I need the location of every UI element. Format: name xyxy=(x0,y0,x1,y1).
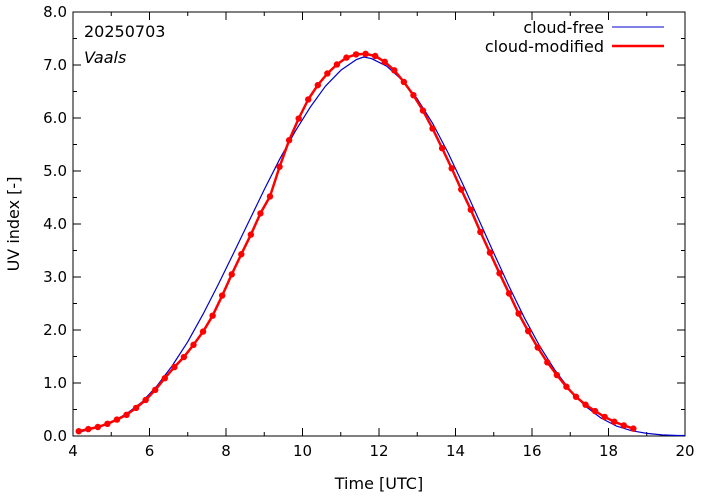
data-point-cloud-modified xyxy=(94,423,102,431)
data-point-cloud-modified xyxy=(410,92,417,99)
x-tick-label: 6 xyxy=(145,442,155,460)
data-point-cloud-modified xyxy=(85,425,92,433)
data-point-cloud-modified xyxy=(75,428,82,435)
data-point-cloud-modified xyxy=(534,344,541,351)
data-point-cloud-modified xyxy=(544,359,551,366)
data-point-cloud-modified xyxy=(553,371,561,379)
x-tick-label: 12 xyxy=(369,442,388,460)
y-tick-label: 5.0 xyxy=(43,162,67,180)
data-point-cloud-modified xyxy=(582,401,589,408)
data-point-cloud-modified xyxy=(429,125,436,132)
y-tick-label: 7.0 xyxy=(43,56,67,74)
data-point-cloud-modified xyxy=(438,145,446,152)
data-point-cloud-modified xyxy=(266,193,274,200)
data-point-cloud-modified xyxy=(371,52,379,60)
data-point-cloud-modified xyxy=(611,418,618,425)
y-tick-label: 3.0 xyxy=(43,268,67,286)
data-point-cloud-modified xyxy=(228,271,235,278)
data-point-cloud-modified xyxy=(591,407,599,415)
y-tick-label: 4.0 xyxy=(43,215,67,233)
x-tick-label: 16 xyxy=(522,442,541,460)
data-point-cloud-modified xyxy=(343,54,350,61)
data-point-cloud-modified xyxy=(496,270,503,277)
axis-ticks xyxy=(72,11,686,437)
data-point-cloud-modified xyxy=(285,137,293,144)
legend-label-cloud-free: cloud-free xyxy=(523,18,604,37)
data-point-cloud-modified xyxy=(486,249,494,256)
x-tick-label: 14 xyxy=(446,442,465,460)
data-point-cloud-modified xyxy=(113,416,121,423)
series-line-cloud-modified xyxy=(78,52,634,433)
data-point-cloud-modified xyxy=(314,81,321,89)
legend-label-cloud-modified: cloud-modified xyxy=(485,37,604,56)
data-point-cloud-modified xyxy=(238,251,245,258)
data-point-cloud-modified xyxy=(352,51,360,58)
data-point-cloud-modified xyxy=(362,50,369,58)
data-point-cloud-modified xyxy=(209,312,216,319)
data-point-cloud-modified xyxy=(448,165,455,172)
data-point-cloud-modified xyxy=(123,411,130,418)
data-point-cloud-modified xyxy=(324,70,331,77)
data-point-cloud-modified xyxy=(333,61,341,68)
plot-frame xyxy=(72,11,686,437)
data-point-cloud-modified xyxy=(142,396,149,404)
data-point-cloud-modified xyxy=(467,206,474,213)
y-tick-label: 6.0 xyxy=(43,109,67,127)
legend: cloud-free cloud-modified xyxy=(485,18,664,56)
data-point-cloud-modified xyxy=(601,413,608,421)
series-layer xyxy=(75,50,685,437)
y-axis-title: UV index [-] xyxy=(4,177,23,272)
data-point-cloud-modified xyxy=(630,425,637,432)
data-point-cloud-modified xyxy=(190,341,197,349)
x-tick-label: 8 xyxy=(221,442,231,460)
y-tick-label: 8.0 xyxy=(43,3,67,21)
x-tick-label: 4 xyxy=(68,442,78,460)
data-point-cloud-modified xyxy=(505,290,513,297)
data-point-cloud-modified xyxy=(218,292,226,299)
data-point-cloud-modified xyxy=(180,353,188,361)
corner-location-label: Vaals xyxy=(84,48,126,67)
data-point-cloud-modified xyxy=(132,404,140,412)
data-point-cloud-modified xyxy=(572,393,580,400)
axis-tick-labels: 4 6 8 10 12 14 16 18 20 0.0 1.0 2.0 3.0 4.0 5.0 6.0 7.0 8… xyxy=(43,3,694,460)
data-point-cloud-modified xyxy=(400,78,408,86)
y-tick-label: 2.0 xyxy=(43,321,67,339)
data-point-cloud-modified xyxy=(620,422,627,429)
data-point-cloud-modified xyxy=(276,163,283,170)
data-point-cloud-modified xyxy=(305,96,312,103)
data-point-cloud-modified xyxy=(161,375,168,382)
data-point-cloud-modified xyxy=(171,363,178,371)
data-point-cloud-modified xyxy=(515,310,522,317)
data-point-cloud-modified xyxy=(199,328,207,335)
x-axis-title: Time [UTC] xyxy=(334,474,423,493)
y-tick-label: 0.0 xyxy=(43,427,67,445)
data-point-cloud-modified xyxy=(563,383,570,390)
data-point-cloud-modified xyxy=(524,327,532,335)
data-point-cloud-modified xyxy=(257,210,264,217)
y-tick-label: 1.0 xyxy=(43,374,67,392)
data-point-cloud-modified xyxy=(477,228,484,236)
x-tick-label: 20 xyxy=(675,442,694,460)
corner-date-label: 20250703 xyxy=(84,22,165,41)
data-point-cloud-modified xyxy=(295,115,302,122)
x-tick-label: 10 xyxy=(293,442,312,460)
data-point-cloud-modified xyxy=(381,58,388,66)
series-line-cloud-free xyxy=(80,56,685,437)
data-point-cloud-modified xyxy=(458,186,465,193)
data-point-cloud-modified xyxy=(104,420,111,428)
data-point-cloud-modified xyxy=(247,231,255,238)
x-tick-label: 18 xyxy=(599,442,618,460)
data-point-cloud-modified xyxy=(152,386,159,394)
data-point-cloud-modified xyxy=(391,67,398,74)
data-point-cloud-modified xyxy=(419,107,427,114)
